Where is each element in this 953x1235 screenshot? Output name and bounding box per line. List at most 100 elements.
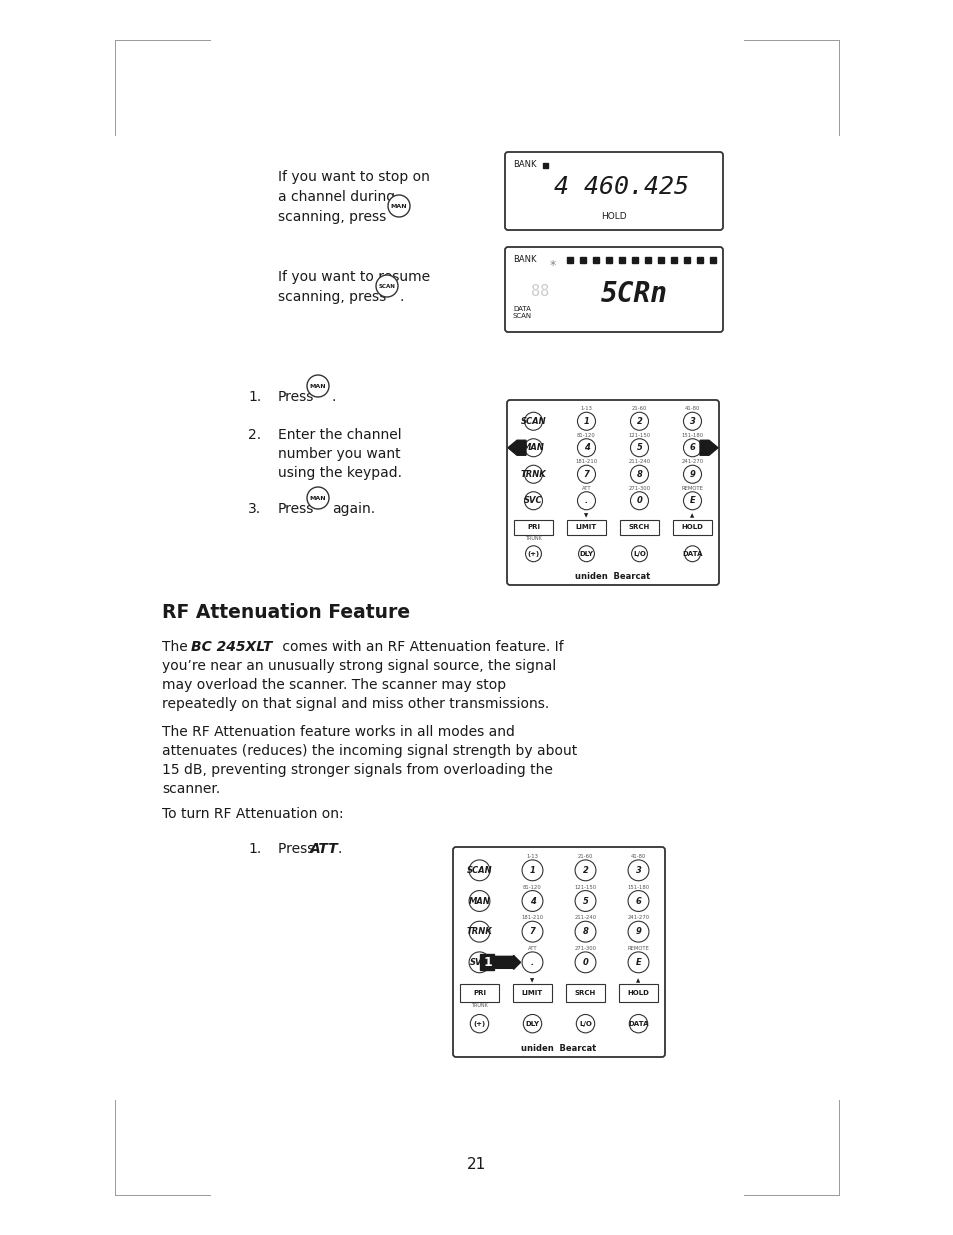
Bar: [619, 520, 658, 535]
Circle shape: [577, 466, 595, 483]
Text: 2.: 2.: [248, 429, 261, 442]
Text: DLY: DLY: [578, 551, 593, 557]
Circle shape: [627, 860, 648, 881]
Text: using the keypad.: using the keypad.: [277, 466, 401, 480]
Text: HOLD: HOLD: [600, 212, 626, 221]
Text: Press: Press: [277, 501, 314, 516]
Text: *: *: [549, 258, 556, 272]
Text: MAN: MAN: [310, 495, 326, 500]
Text: HOLD: HOLD: [680, 524, 702, 530]
Circle shape: [576, 1014, 594, 1032]
FancyBboxPatch shape: [506, 400, 719, 585]
Circle shape: [521, 860, 542, 881]
Text: SVC: SVC: [523, 496, 542, 505]
Bar: [709, 257, 716, 263]
Text: ATT: ATT: [527, 946, 537, 951]
Bar: [460, 984, 498, 1002]
Text: .: .: [584, 496, 587, 505]
Bar: [566, 984, 604, 1002]
Text: BANK: BANK: [513, 161, 536, 169]
Text: L/O: L/O: [578, 1020, 591, 1026]
Text: If you want to stop on: If you want to stop on: [277, 170, 430, 184]
Circle shape: [524, 492, 542, 510]
Text: 1: 1: [583, 416, 589, 426]
Text: TRUNK: TRUNK: [524, 536, 541, 541]
Text: 6: 6: [689, 443, 695, 452]
Bar: [605, 257, 612, 263]
Circle shape: [577, 412, 595, 430]
Circle shape: [630, 492, 648, 510]
Text: 5CRn: 5CRn: [599, 280, 667, 308]
Text: 4: 4: [583, 443, 589, 452]
Text: If you want to resume: If you want to resume: [277, 270, 430, 284]
Text: DATA
SCAN: DATA SCAN: [513, 306, 532, 319]
Text: 121-150: 121-150: [628, 432, 650, 437]
Text: attenuates (reduces) the incoming signal strength by about: attenuates (reduces) the incoming signal…: [162, 743, 577, 758]
Text: REMOTE: REMOTE: [680, 485, 702, 490]
Text: 81-120: 81-120: [577, 432, 596, 437]
Text: again.: again.: [332, 501, 375, 516]
Text: TRNK: TRNK: [520, 469, 546, 479]
Text: 2: 2: [582, 866, 588, 874]
FancyBboxPatch shape: [504, 152, 722, 230]
Circle shape: [523, 1014, 541, 1032]
Text: 151-180: 151-180: [680, 432, 702, 437]
Circle shape: [307, 375, 329, 396]
Circle shape: [575, 952, 596, 973]
Bar: [579, 257, 585, 263]
Text: ATT: ATT: [581, 485, 591, 490]
Text: uniden  Bearcat: uniden Bearcat: [575, 572, 650, 580]
Text: MAN: MAN: [468, 897, 490, 905]
Circle shape: [521, 952, 542, 973]
Circle shape: [525, 546, 541, 562]
Text: 8: 8: [636, 469, 641, 479]
Text: 121-150: 121-150: [574, 884, 596, 889]
Circle shape: [577, 438, 595, 457]
Text: 7: 7: [529, 927, 535, 936]
Text: 241-270: 241-270: [680, 459, 702, 464]
Circle shape: [684, 546, 700, 562]
Bar: [631, 257, 638, 263]
Text: scanning, press: scanning, press: [277, 210, 386, 224]
Bar: [567, 520, 605, 535]
Text: 9: 9: [689, 469, 695, 479]
Circle shape: [524, 466, 542, 483]
Circle shape: [469, 860, 490, 881]
Text: .: .: [399, 290, 404, 304]
Text: comes with an RF Attenuation feature. If: comes with an RF Attenuation feature. If: [277, 640, 563, 655]
Circle shape: [575, 860, 596, 881]
Circle shape: [627, 921, 648, 942]
Text: 81-120: 81-120: [522, 884, 541, 889]
Text: SVC: SVC: [470, 958, 488, 967]
Bar: [593, 257, 598, 263]
Text: DATA: DATA: [681, 551, 702, 557]
Text: 181-210: 181-210: [575, 459, 597, 464]
Text: .: .: [337, 842, 342, 856]
Circle shape: [577, 492, 595, 510]
Text: RF Attenuation Feature: RF Attenuation Feature: [162, 603, 410, 622]
Text: MAN: MAN: [310, 384, 326, 389]
Text: PRI: PRI: [526, 524, 539, 530]
Bar: [566, 257, 573, 263]
Text: .: .: [531, 958, 534, 967]
Circle shape: [630, 466, 648, 483]
Circle shape: [469, 921, 490, 942]
Text: 7: 7: [583, 469, 589, 479]
Text: you’re near an unusually strong signal source, the signal: you’re near an unusually strong signal s…: [162, 659, 556, 673]
Text: 2: 2: [636, 416, 641, 426]
Text: 88: 88: [530, 284, 549, 300]
Text: The: The: [162, 640, 192, 655]
FancyArrow shape: [507, 440, 525, 456]
Text: 181-210: 181-210: [521, 915, 543, 920]
Text: 8: 8: [582, 927, 588, 936]
Text: 3.: 3.: [248, 501, 261, 516]
Text: 151-180: 151-180: [627, 884, 649, 889]
Text: HOLD: HOLD: [627, 990, 649, 995]
Text: LIMIT: LIMIT: [521, 990, 542, 995]
Text: DLY: DLY: [525, 1020, 539, 1026]
Text: 9: 9: [635, 927, 640, 936]
Text: may overload the scanner. The scanner may stop: may overload the scanner. The scanner ma…: [162, 678, 506, 692]
Text: (+): (+): [527, 551, 539, 557]
Text: 21-60: 21-60: [631, 406, 646, 411]
Text: number you want: number you want: [277, 447, 400, 461]
